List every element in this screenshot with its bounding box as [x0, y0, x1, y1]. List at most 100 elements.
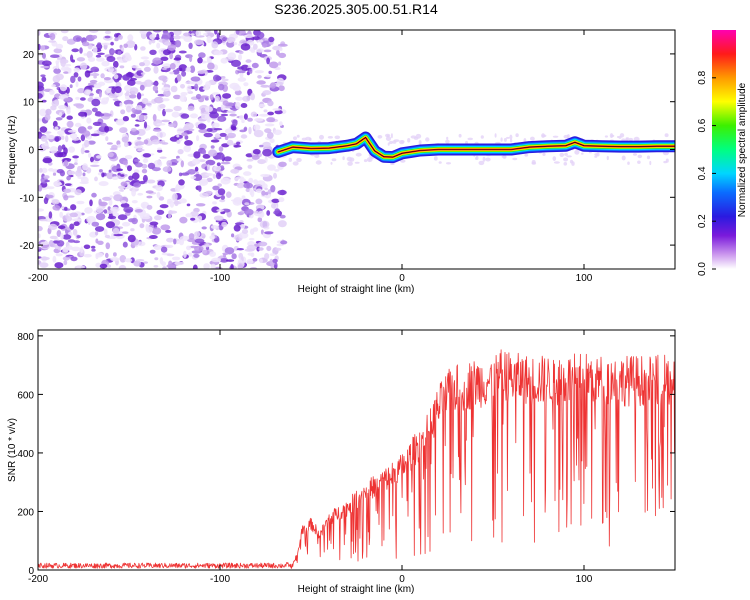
noise-speckle	[180, 84, 185, 89]
noise-speckle	[66, 175, 71, 181]
noise-speckle	[160, 246, 168, 253]
noise-speckle	[193, 253, 200, 258]
noise-speckle	[63, 160, 68, 167]
noise-speckle	[101, 42, 111, 46]
band-speckle	[389, 140, 393, 145]
noise-speckle	[235, 176, 244, 180]
noise-speckle	[250, 111, 258, 118]
noise-speckle	[193, 151, 201, 159]
noise-speckle	[39, 126, 48, 133]
snr-y-tick-label: 400	[17, 449, 34, 460]
noise-speckle	[184, 140, 193, 146]
band-speckle	[512, 157, 518, 161]
noise-speckle	[121, 136, 129, 143]
noise-speckle	[278, 220, 287, 228]
noise-speckle	[116, 168, 123, 172]
noise-speckle	[100, 73, 105, 79]
noise-speckle	[40, 256, 50, 261]
noise-speckle	[254, 30, 258, 35]
noise-speckle	[119, 254, 127, 263]
noise-speckle	[110, 49, 116, 54]
noise-speckle	[272, 108, 282, 111]
noise-speckle	[121, 47, 125, 52]
noise-speckle	[131, 107, 136, 113]
band-speckle	[467, 137, 474, 141]
noise-speckle	[90, 164, 100, 167]
noise-speckle	[39, 167, 43, 173]
noise-speckle	[101, 172, 105, 178]
noise-speckle	[108, 169, 112, 173]
noise-speckle	[73, 162, 78, 165]
noise-speckle	[102, 196, 112, 201]
noise-speckle	[210, 139, 220, 143]
snr-y-label: SNR (10 * v/v)	[7, 418, 18, 482]
snr-x-tick-label: 0	[399, 574, 405, 585]
noise-speckle	[213, 128, 223, 131]
colorbar-tick-label: 0.8	[697, 70, 708, 84]
band-speckle	[509, 134, 513, 140]
noise-speckle	[38, 93, 43, 99]
noise-speckle	[116, 140, 121, 146]
noise-speckle	[237, 77, 247, 82]
noise-speckle	[246, 158, 254, 162]
noise-speckle	[240, 224, 246, 229]
noise-speckle	[206, 164, 211, 171]
noise-speckle	[91, 192, 97, 198]
noise-speckle	[238, 54, 242, 61]
noise-speckle	[198, 185, 202, 192]
noise-speckle	[133, 260, 141, 267]
noise-speckle	[104, 234, 111, 239]
noise-speckle	[120, 200, 127, 204]
noise-speckle	[259, 113, 269, 117]
noise-speckle	[162, 98, 170, 102]
noise-speckle	[48, 223, 58, 230]
noise-speckle	[127, 165, 132, 172]
noise-speckle	[80, 147, 85, 155]
noise-speckle	[169, 71, 175, 75]
noise-speckle	[164, 41, 172, 46]
noise-speckle	[87, 85, 96, 88]
noise-speckle	[143, 121, 148, 129]
noise-speckle	[47, 134, 55, 140]
noise-speckle	[207, 62, 215, 70]
noise-speckle	[193, 174, 203, 181]
noise-speckle	[65, 135, 69, 143]
noise-speckle	[187, 252, 193, 257]
noise-speckle	[186, 245, 192, 251]
spectrogram-x-tick-label: 100	[576, 273, 593, 284]
noise-speckle	[212, 185, 220, 191]
noise-speckle	[98, 201, 108, 207]
noise-speckle	[159, 257, 164, 265]
noise-speckle	[135, 67, 142, 71]
noise-speckle	[38, 184, 43, 192]
noise-speckle	[95, 43, 103, 50]
noise-speckle	[151, 38, 156, 44]
noise-speckle	[179, 216, 188, 224]
noise-speckle	[171, 256, 181, 261]
noise-speckle	[161, 82, 167, 86]
noise-speckle	[149, 235, 158, 239]
noise-speckle	[119, 127, 128, 134]
noise-speckle	[243, 82, 249, 87]
noise-speckle	[142, 153, 152, 158]
noise-speckle	[197, 70, 206, 75]
noise-speckle	[179, 235, 190, 241]
band-speckle	[399, 140, 405, 145]
band-speckle	[293, 136, 297, 140]
noise-speckle	[96, 57, 105, 62]
band-speckle	[354, 161, 360, 164]
noise-speckle	[249, 68, 253, 74]
noise-speckle	[221, 78, 229, 82]
noise-speckle	[90, 133, 100, 137]
noise-speckle	[153, 66, 159, 74]
band-speckle	[515, 133, 519, 138]
noise-speckle	[157, 147, 162, 151]
noise-speckle	[69, 84, 73, 89]
noise-speckle	[176, 139, 181, 144]
noise-speckle	[131, 65, 139, 69]
noise-speckle	[261, 43, 268, 48]
noise-speckle	[89, 30, 99, 33]
noise-speckle	[84, 139, 90, 148]
noise-speckle	[278, 197, 285, 203]
